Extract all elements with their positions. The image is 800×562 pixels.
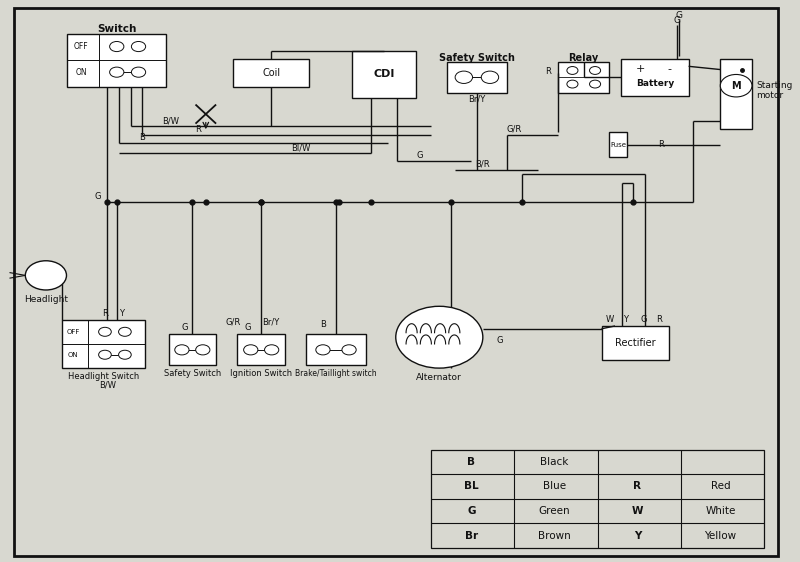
Bar bbox=[610, 132, 627, 157]
Circle shape bbox=[342, 345, 356, 355]
Text: B: B bbox=[320, 320, 326, 329]
Bar bbox=[67, 34, 166, 87]
Bar bbox=[306, 334, 366, 365]
Text: B/W: B/W bbox=[162, 116, 178, 125]
Text: BL: BL bbox=[464, 482, 478, 492]
Text: Headlight: Headlight bbox=[24, 295, 68, 304]
Text: Red: Red bbox=[710, 482, 730, 492]
Text: B: B bbox=[139, 133, 146, 142]
Text: Yellow: Yellow bbox=[705, 531, 737, 541]
Text: R: R bbox=[102, 309, 108, 318]
Circle shape bbox=[26, 261, 66, 290]
Circle shape bbox=[110, 67, 124, 77]
Bar bbox=[720, 59, 752, 129]
Text: G: G bbox=[94, 192, 101, 201]
Bar bbox=[169, 334, 216, 365]
Text: Br/Y: Br/Y bbox=[262, 318, 279, 327]
Text: R: R bbox=[658, 140, 664, 149]
Text: -: - bbox=[668, 64, 672, 74]
Text: R: R bbox=[546, 66, 551, 76]
Circle shape bbox=[118, 327, 131, 336]
Circle shape bbox=[244, 345, 258, 355]
Circle shape bbox=[98, 350, 111, 359]
Text: R: R bbox=[634, 482, 642, 492]
Text: CDI: CDI bbox=[374, 70, 394, 79]
Text: Starting
motor: Starting motor bbox=[756, 81, 792, 101]
Text: B/W: B/W bbox=[99, 380, 116, 389]
Circle shape bbox=[118, 350, 131, 359]
Bar bbox=[62, 320, 145, 368]
Text: M: M bbox=[731, 81, 741, 90]
Text: R: R bbox=[195, 125, 201, 134]
Text: Brown: Brown bbox=[538, 531, 570, 541]
Text: ON: ON bbox=[75, 67, 87, 76]
Bar bbox=[352, 51, 415, 98]
Text: Relay: Relay bbox=[569, 53, 599, 63]
Text: Y: Y bbox=[622, 315, 628, 324]
Text: Coil: Coil bbox=[262, 68, 280, 78]
Text: +: + bbox=[635, 64, 645, 74]
Text: Brake/Taillight switch: Brake/Taillight switch bbox=[295, 369, 377, 378]
Circle shape bbox=[455, 71, 473, 84]
Circle shape bbox=[265, 345, 278, 355]
Text: Battery: Battery bbox=[636, 79, 674, 88]
Circle shape bbox=[98, 327, 111, 336]
Text: G: G bbox=[245, 323, 251, 332]
Circle shape bbox=[131, 42, 146, 52]
Text: G/R: G/R bbox=[226, 318, 241, 327]
Text: ON: ON bbox=[68, 352, 78, 358]
Bar bbox=[431, 450, 764, 548]
Text: G: G bbox=[416, 151, 422, 160]
Text: OFF: OFF bbox=[74, 42, 89, 51]
Text: G: G bbox=[673, 16, 680, 25]
Text: G: G bbox=[467, 506, 475, 516]
Text: White: White bbox=[706, 506, 736, 516]
Circle shape bbox=[396, 306, 483, 368]
Text: Bl/W: Bl/W bbox=[291, 143, 310, 152]
Circle shape bbox=[567, 80, 578, 88]
Text: Br/Y: Br/Y bbox=[468, 95, 486, 104]
Text: G: G bbox=[675, 11, 682, 20]
Circle shape bbox=[110, 42, 124, 52]
Circle shape bbox=[720, 74, 752, 97]
Text: Y: Y bbox=[119, 309, 124, 318]
Text: OFF: OFF bbox=[66, 329, 80, 335]
Bar bbox=[602, 326, 669, 360]
Text: Safety Switch: Safety Switch bbox=[439, 53, 515, 63]
Circle shape bbox=[196, 345, 210, 355]
Bar bbox=[622, 59, 689, 96]
Text: Ignition Switch: Ignition Switch bbox=[230, 369, 292, 378]
Text: G: G bbox=[640, 315, 646, 324]
Circle shape bbox=[316, 345, 330, 355]
Text: W: W bbox=[632, 506, 643, 516]
Bar bbox=[234, 59, 309, 87]
Text: Green: Green bbox=[538, 506, 570, 516]
Text: B: B bbox=[467, 457, 475, 467]
Circle shape bbox=[131, 67, 146, 77]
Circle shape bbox=[567, 66, 578, 74]
Circle shape bbox=[590, 66, 601, 74]
Text: B/R: B/R bbox=[475, 160, 490, 169]
Text: W: W bbox=[606, 315, 614, 324]
Text: G: G bbox=[497, 336, 503, 345]
Text: Black: Black bbox=[540, 457, 569, 467]
Bar bbox=[238, 334, 285, 365]
Text: G: G bbox=[182, 323, 188, 332]
Text: Headlight Switch: Headlight Switch bbox=[68, 372, 139, 381]
Text: Fuse: Fuse bbox=[610, 142, 626, 148]
Text: Rectifier: Rectifier bbox=[615, 338, 655, 348]
Text: Safety Switch: Safety Switch bbox=[164, 369, 221, 378]
Text: R: R bbox=[656, 315, 662, 324]
Text: Alternator: Alternator bbox=[417, 373, 462, 382]
Circle shape bbox=[590, 80, 601, 88]
Text: Y: Y bbox=[634, 531, 641, 541]
Bar bbox=[558, 62, 610, 93]
Circle shape bbox=[174, 345, 189, 355]
Text: Br: Br bbox=[465, 531, 478, 541]
Text: Switch: Switch bbox=[97, 24, 137, 34]
Text: Blue: Blue bbox=[543, 482, 566, 492]
Bar bbox=[447, 62, 506, 93]
Text: G/R: G/R bbox=[507, 125, 522, 134]
Circle shape bbox=[482, 71, 498, 84]
